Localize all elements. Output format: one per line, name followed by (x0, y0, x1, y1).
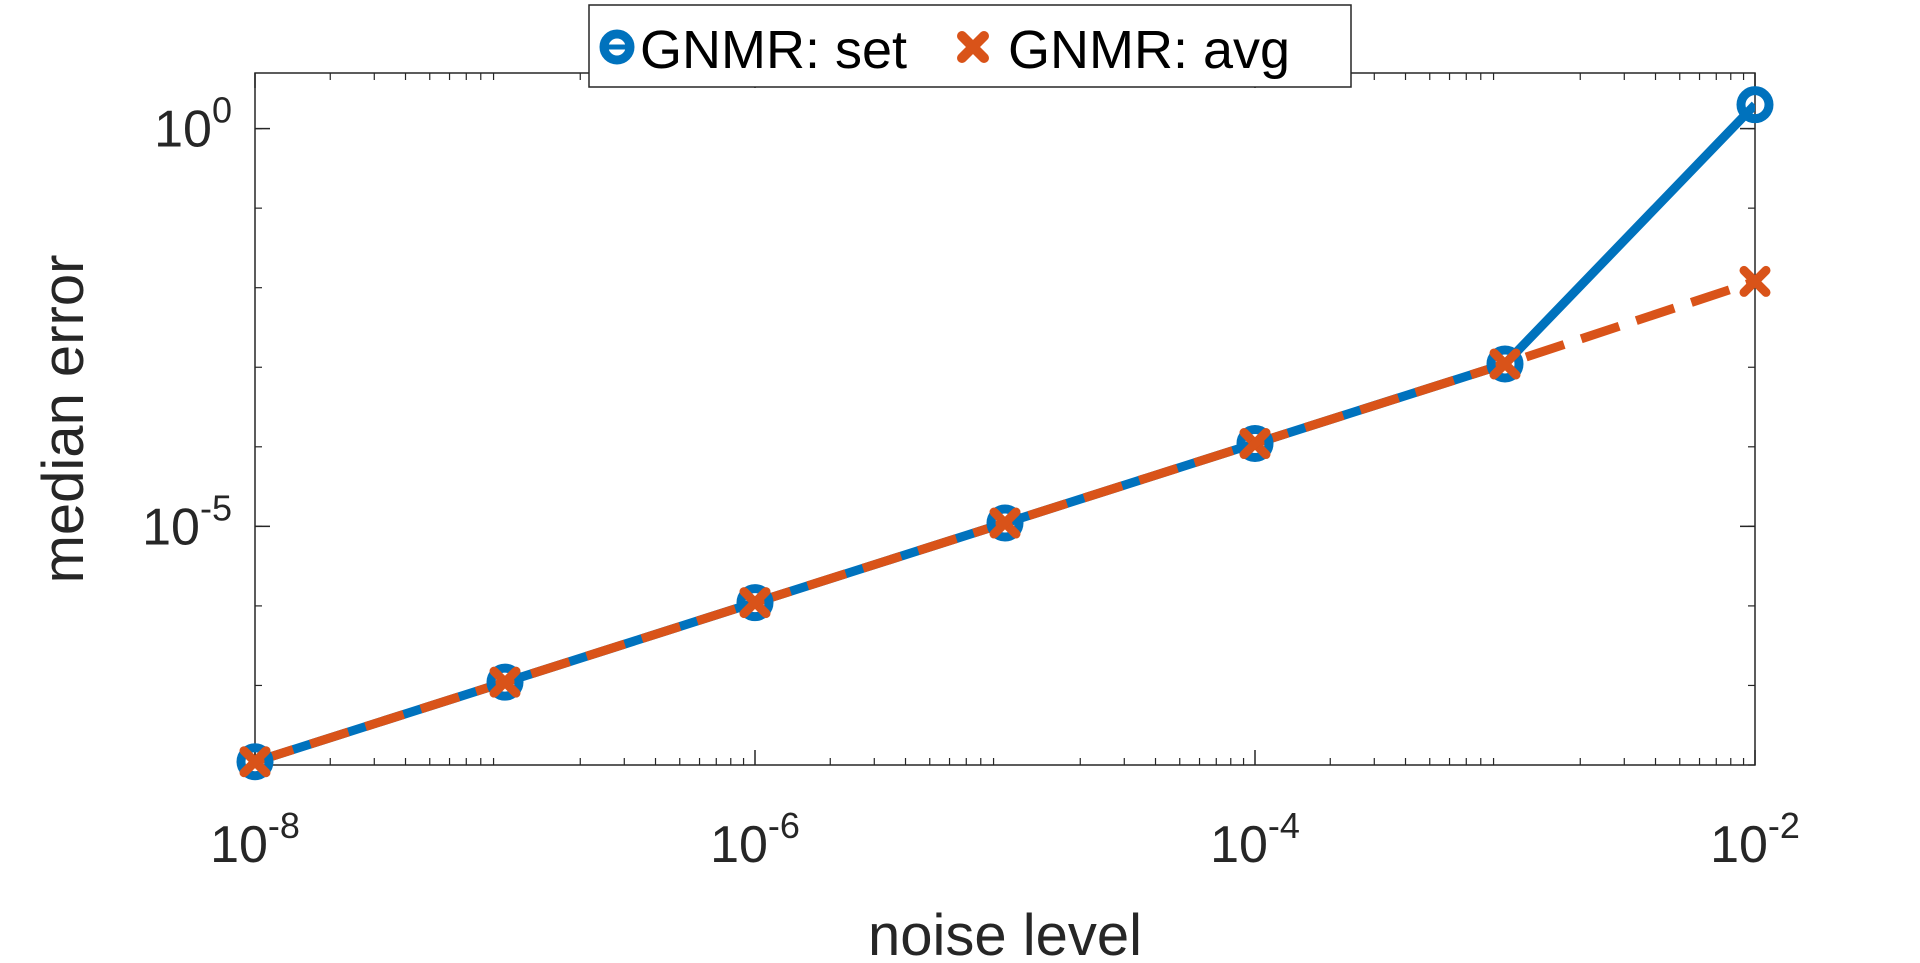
y-tick-label: 100 (154, 90, 232, 159)
marker-gnmr-set-3 (986, 504, 1024, 542)
legend-marker-gnmr-avg (957, 31, 989, 63)
marker-gnmr-set-0 (236, 743, 274, 781)
marker-gnmr-avg-2 (739, 587, 771, 619)
plot-area (254, 72, 1756, 766)
legend-label-gnmr-avg: GNMR: avg (1008, 20, 1290, 80)
x-tick-label: 10-8 (210, 805, 300, 874)
marker-gnmr-set-4 (1236, 425, 1274, 463)
marker-gnmr-avg-4 (1239, 428, 1271, 460)
x-tick-label: 10-4 (1210, 805, 1300, 874)
x-axis-title: noise level (868, 903, 1142, 963)
series-layer (236, 86, 1774, 781)
marker-gnmr-set-5 (1486, 345, 1524, 383)
marker-gnmr-set-6 (1736, 86, 1774, 124)
marker-gnmr-avg-0 (239, 746, 271, 778)
y-axis-ticks: 10-5 100 (142, 90, 1755, 556)
y-axis-title: median error (31, 255, 96, 584)
marker-gnmr-avg-3 (989, 507, 1021, 539)
marker-gnmr-avg-5 (1489, 348, 1521, 380)
legend: GNMR: set GNMR: avg (588, 4, 1352, 88)
x-axis-ticks: 10-8 10-6 10-4 10-2 (210, 73, 1800, 874)
legend-label-gnmr-set: GNMR: set (640, 20, 907, 80)
marker-gnmr-set-1 (486, 663, 524, 701)
marker-gnmr-avg-6 (1739, 265, 1771, 297)
legend-marker-gnmr-set (599, 29, 635, 65)
marker-gnmr-avg-1 (489, 666, 521, 698)
marker-gnmr-set-2 (736, 584, 774, 622)
x-tick-label: 10-6 (710, 805, 800, 874)
y-tick-label: 10-5 (142, 487, 232, 556)
x-tick-label: 10-2 (1710, 805, 1800, 874)
